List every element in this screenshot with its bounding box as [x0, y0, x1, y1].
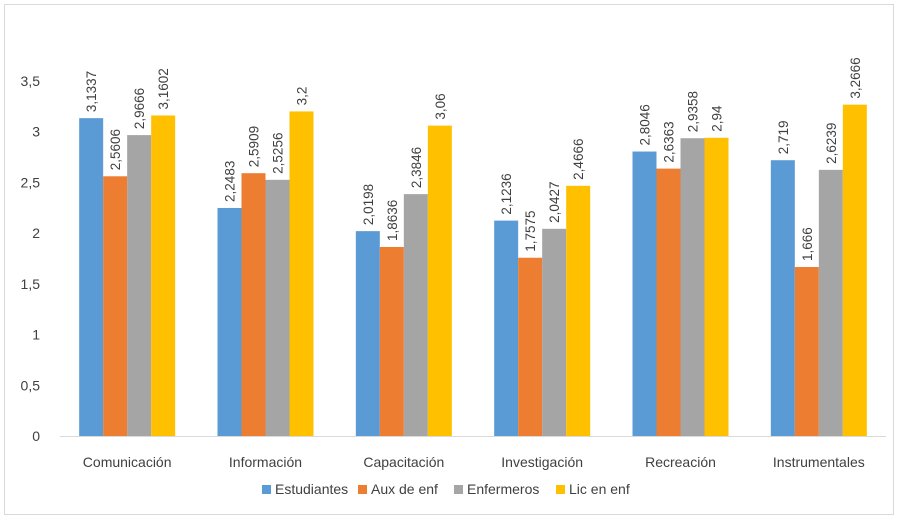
- x-tick-label: Información: [229, 454, 302, 470]
- data-label: 2,0427: [547, 182, 562, 223]
- data-label: 2,94: [710, 105, 725, 132]
- data-label: 2,0198: [361, 184, 376, 225]
- bar: [404, 194, 428, 436]
- y-tick-label: 0,5: [21, 377, 41, 393]
- bar: [771, 160, 795, 436]
- bar: [843, 105, 867, 436]
- data-label: 1,666: [800, 227, 815, 261]
- data-label: 2,719: [776, 120, 791, 154]
- data-label: 2,5909: [247, 126, 262, 167]
- data-label: 2,5256: [271, 133, 286, 174]
- bar: [380, 247, 404, 436]
- legend-label: Aux de enf: [371, 481, 438, 497]
- bar: [428, 126, 452, 436]
- data-label: 2,3846: [409, 147, 424, 188]
- data-label: 2,6363: [662, 121, 677, 162]
- bar: [79, 118, 103, 436]
- legend-label: Enfermeros: [467, 481, 539, 497]
- bar: [518, 258, 542, 436]
- data-label: 2,8046: [638, 104, 653, 145]
- data-label: 1,8636: [385, 200, 400, 241]
- x-tick-label: Comunicación: [83, 454, 172, 470]
- data-label: 2,1236: [499, 173, 514, 214]
- data-label: 2,6239: [824, 123, 839, 164]
- bar: [103, 176, 127, 436]
- data-label: 2,4666: [571, 139, 586, 180]
- y-tick-label: 3: [32, 124, 40, 140]
- data-label: 3,06: [433, 93, 448, 119]
- bar: [127, 135, 151, 436]
- bar: [266, 180, 290, 436]
- bar: [566, 186, 590, 436]
- legend-swatch: [358, 485, 367, 494]
- legend-swatch: [556, 485, 565, 494]
- legend-swatch: [454, 485, 463, 494]
- bar: [542, 229, 566, 436]
- y-tick-label: 0: [32, 428, 40, 444]
- legend-swatch: [262, 485, 271, 494]
- x-tick-label: Capacitación: [363, 454, 444, 470]
- y-tick-label: 1: [32, 327, 40, 343]
- x-tick-label: Investigación: [501, 454, 583, 470]
- bar: [633, 152, 657, 436]
- bar: [681, 138, 705, 436]
- bar: [290, 111, 314, 436]
- legend-label: Estudiantes: [275, 481, 348, 497]
- x-tick-label: Instrumentales: [773, 454, 865, 470]
- bar: [657, 169, 681, 436]
- data-label: 2,9666: [132, 88, 147, 129]
- bar: [151, 115, 175, 436]
- x-tick-label: Recreación: [645, 454, 716, 470]
- legend-label: Lic en enf: [569, 481, 630, 497]
- y-tick-label: 3,5: [21, 73, 41, 89]
- bar: [356, 231, 380, 436]
- data-label: 3,2: [295, 87, 310, 106]
- y-tick-label: 1,5: [21, 276, 41, 292]
- data-label: 3,2666: [848, 57, 863, 98]
- data-label: 1,7575: [523, 210, 538, 251]
- bar: [795, 267, 819, 436]
- bar: [494, 221, 518, 436]
- bar: [242, 173, 266, 436]
- data-label: 2,2483: [223, 161, 238, 202]
- bar: [819, 170, 843, 436]
- bar: [218, 208, 242, 436]
- y-tick-label: 2,5: [21, 174, 41, 190]
- data-label: 2,5606: [108, 129, 123, 170]
- bar: [705, 138, 729, 436]
- y-tick-label: 2: [32, 225, 40, 241]
- data-label: 3,1337: [84, 71, 99, 112]
- data-label: 2,9358: [686, 91, 701, 132]
- data-label: 3,1602: [156, 68, 171, 109]
